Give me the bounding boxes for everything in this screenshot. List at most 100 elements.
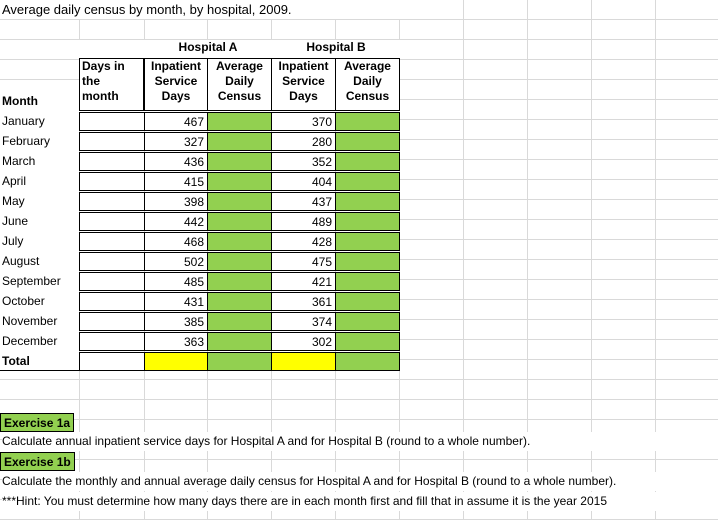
days-in-month-cell[interactable]: [79, 132, 145, 151]
hospital-a-days-cell[interactable]: 485: [144, 272, 208, 291]
hospital-a-census-cell[interactable]: [207, 132, 272, 151]
header-block: [79, 40, 400, 112]
daily-text: Daily: [225, 74, 254, 88]
hospital-b-days-cell[interactable]: 489: [271, 212, 336, 231]
hospital-a-days-cell[interactable]: 467: [144, 112, 208, 131]
month-label: May: [0, 192, 79, 211]
total-b-days-cell[interactable]: [271, 352, 336, 371]
exercise-1b-text: Calculate the monthly and annual average…: [2, 472, 718, 491]
census-text: Census: [345, 89, 390, 103]
hospital-b-census-cell[interactable]: [335, 212, 400, 231]
hospital-a-census-cell[interactable]: [207, 312, 272, 331]
exercise-1b-hint: ***Hint: You must determine how many day…: [2, 492, 718, 511]
hospital-a-census-cell[interactable]: [207, 252, 272, 271]
days-in-text: Days in: [82, 59, 125, 73]
sheet-title: Average daily census by month, by hospit…: [2, 0, 402, 19]
hospital-a-days-cell[interactable]: 363: [144, 332, 208, 351]
hospital-a-census-cell[interactable]: [207, 212, 272, 231]
hospital-b-days-cell[interactable]: 374: [271, 312, 336, 331]
b-average-header: Average Daily Census: [335, 58, 400, 111]
month-label: March: [0, 152, 79, 171]
hospital-b-header: Hospital B: [306, 40, 366, 54]
hospital-a-census-cell[interactable]: [207, 112, 272, 131]
hospital-a-days-cell[interactable]: 502: [144, 252, 208, 271]
days-in-month-cell[interactable]: [79, 312, 145, 331]
total-days-cell[interactable]: [79, 352, 145, 371]
hospital-b-census-cell[interactable]: [335, 272, 400, 291]
hospital-a-census-cell[interactable]: [207, 152, 272, 171]
hospital-b-days-cell[interactable]: 302: [271, 332, 336, 351]
hospital-b-census-cell[interactable]: [335, 332, 400, 351]
days-text: Days: [289, 89, 318, 103]
hospital-a-census-cell[interactable]: [207, 292, 272, 311]
gridline: [591, 0, 592, 520]
hospital-a-census-cell[interactable]: [207, 192, 272, 211]
days-in-month-cell[interactable]: [79, 292, 145, 311]
hospital-b-census-cell[interactable]: [335, 192, 400, 211]
census-text: Census: [217, 89, 262, 103]
hospital-b-days-cell[interactable]: 361: [271, 292, 336, 311]
hospital-b-census-cell[interactable]: [335, 152, 400, 171]
gridline: [655, 0, 656, 520]
days-in-month-cell[interactable]: [79, 252, 145, 271]
total-a-census-cell[interactable]: [207, 352, 272, 371]
b-inpatient-header: Inpatient Service Days: [271, 58, 336, 111]
hospital-b-census-cell[interactable]: [335, 312, 400, 331]
month-label: April: [0, 172, 79, 191]
hospital-b-days-cell[interactable]: 352: [271, 152, 336, 171]
days-in-month-cell[interactable]: [79, 152, 145, 171]
hospital-a-census-cell[interactable]: [207, 272, 272, 291]
hospital-a-census-cell[interactable]: [207, 172, 272, 191]
exercise-1a-text: Calculate annual inpatient service days …: [2, 432, 718, 451]
exercise-1b-label: Exercise 1b: [0, 452, 75, 471]
hospital-b-census-cell[interactable]: [335, 292, 400, 311]
hospital-a-days-cell[interactable]: 431: [144, 292, 208, 311]
hospital-a-days-cell[interactable]: 415: [144, 172, 208, 191]
days-in-month-header: Days in the month: [79, 58, 144, 111]
hospital-b-days-cell[interactable]: 428: [271, 232, 336, 251]
month-label: November: [0, 312, 79, 331]
hospital-b-census-cell[interactable]: [335, 172, 400, 191]
hospital-a-header: Hospital A: [178, 40, 238, 54]
hospital-b-census-cell[interactable]: [335, 132, 400, 151]
hospital-a-days-cell[interactable]: 398: [144, 192, 208, 211]
month-label: January: [0, 112, 79, 131]
month-label: August: [0, 252, 79, 271]
total-b-census-cell[interactable]: [335, 352, 400, 371]
hospital-b-days-cell[interactable]: 437: [271, 192, 336, 211]
total-a-days-cell[interactable]: [144, 352, 208, 371]
total-label: Total: [0, 352, 79, 371]
days-in-month-cell[interactable]: [79, 172, 145, 191]
a-average-header: Average Daily Census: [207, 58, 272, 111]
days-in-month-cell[interactable]: [79, 192, 145, 211]
hospital-b-days-cell[interactable]: 421: [271, 272, 336, 291]
hospital-a-census-cell[interactable]: [207, 232, 272, 251]
month-label: June: [0, 212, 79, 231]
hospital-b-census-cell[interactable]: [335, 252, 400, 271]
hospital-b-days-cell[interactable]: 404: [271, 172, 336, 191]
hospital-a-census-cell[interactable]: [207, 332, 272, 351]
days-in-month-cell[interactable]: [79, 272, 145, 291]
hospital-b-days-cell[interactable]: 280: [271, 132, 336, 151]
hospital-b-census-cell[interactable]: [335, 112, 400, 131]
inpatient-text: Inpatient: [151, 59, 201, 73]
daily-text: Daily: [353, 74, 382, 88]
days-in-month-cell[interactable]: [79, 232, 145, 251]
hospital-b-days-cell[interactable]: 475: [271, 252, 336, 271]
hospital-a-days-cell[interactable]: 385: [144, 312, 208, 331]
hospital-b-days-cell[interactable]: 370: [271, 112, 336, 131]
hospital-a-days-cell[interactable]: 436: [144, 152, 208, 171]
days-in-month-cell[interactable]: [79, 112, 145, 131]
hospital-b-census-cell[interactable]: [335, 232, 400, 251]
hospital-a-days-cell[interactable]: 468: [144, 232, 208, 251]
days-in-month-cell[interactable]: [79, 332, 145, 351]
month-label: September: [0, 272, 79, 291]
days-in-month-cell[interactable]: [79, 212, 145, 231]
hospital-a-days-cell[interactable]: 442: [144, 212, 208, 231]
gridline: [463, 0, 464, 520]
gridline: [527, 0, 528, 520]
the-text: the: [82, 74, 100, 88]
hospital-a-days-cell[interactable]: 327: [144, 132, 208, 151]
average-text: Average: [344, 59, 391, 73]
month-text: month: [82, 89, 119, 103]
